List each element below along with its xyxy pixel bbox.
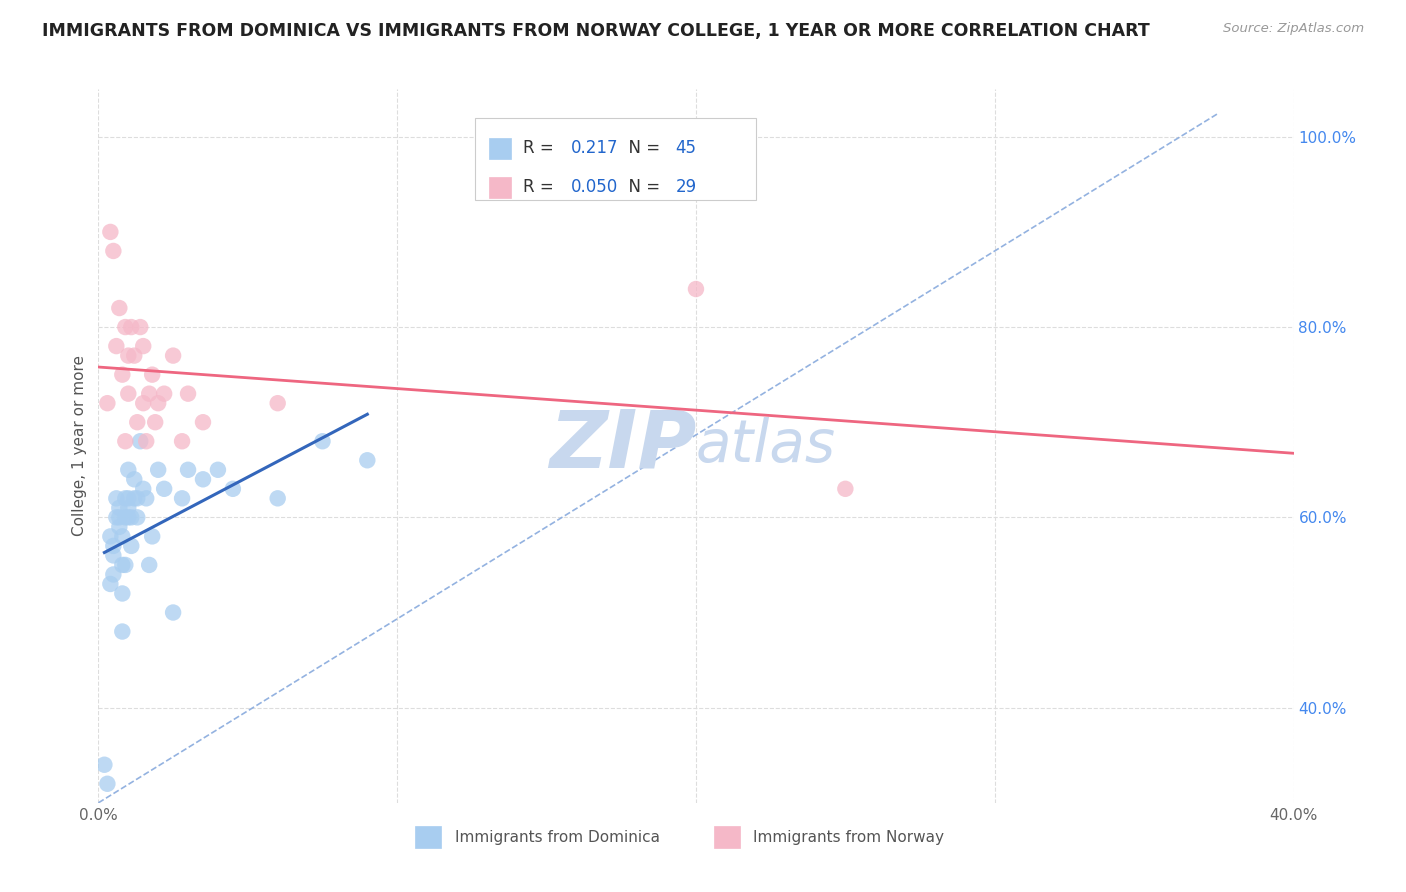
Point: [120, 510, 142, 524]
Text: R =: R =: [523, 178, 558, 196]
Point: [117, 500, 139, 515]
Text: Immigrants from Dominica: Immigrants from Dominica: [454, 830, 659, 845]
Point: [117, 386, 139, 401]
Point: [114, 320, 136, 334]
Point: [129, 434, 152, 449]
Point: [111, 558, 134, 572]
Point: [172, 491, 194, 506]
Point: [148, 396, 170, 410]
Point: [111, 368, 134, 382]
Point: [356, 453, 378, 467]
Point: [153, 482, 176, 496]
Point: [177, 463, 200, 477]
Point: [141, 368, 163, 382]
Point: [117, 463, 139, 477]
Bar: [489, 137, 510, 159]
Point: [172, 434, 194, 449]
Text: N =: N =: [619, 178, 665, 196]
Text: N =: N =: [619, 139, 665, 157]
Point: [127, 510, 149, 524]
Bar: [489, 177, 510, 198]
Point: [108, 510, 131, 524]
Point: [103, 244, 125, 258]
Point: [138, 386, 160, 401]
Point: [834, 482, 856, 496]
Point: [117, 349, 139, 363]
Point: [267, 491, 290, 506]
Point: [162, 606, 184, 620]
Point: [311, 434, 333, 449]
Point: [222, 482, 245, 496]
Point: [98, 577, 122, 591]
Point: [103, 567, 125, 582]
Text: Immigrants from Norway: Immigrants from Norway: [754, 830, 945, 845]
Point: [120, 539, 142, 553]
Point: [105, 491, 128, 506]
Point: [96, 396, 118, 410]
Point: [132, 339, 155, 353]
Text: Source: ZipAtlas.com: Source: ZipAtlas.com: [1223, 22, 1364, 36]
Point: [177, 386, 200, 401]
Point: [114, 434, 136, 449]
Point: [162, 349, 184, 363]
Point: [114, 491, 136, 506]
Point: [267, 396, 290, 410]
Point: [108, 520, 131, 534]
Point: [117, 491, 139, 506]
Point: [132, 482, 155, 496]
Point: [129, 320, 152, 334]
Text: atlas: atlas: [696, 417, 837, 475]
Point: [124, 349, 146, 363]
Bar: [415, 826, 441, 847]
Point: [105, 510, 128, 524]
Text: 45: 45: [676, 139, 696, 157]
Point: [114, 558, 136, 572]
Point: [127, 491, 149, 506]
Point: [143, 415, 166, 429]
Point: [105, 339, 128, 353]
Point: [153, 386, 176, 401]
Text: 0.217: 0.217: [571, 139, 619, 157]
Point: [98, 529, 122, 543]
Point: [103, 539, 125, 553]
Point: [124, 472, 146, 486]
Point: [124, 491, 146, 506]
Point: [138, 558, 160, 572]
Point: [120, 320, 142, 334]
Point: [191, 472, 214, 486]
Point: [108, 500, 131, 515]
Point: [141, 529, 163, 543]
Text: 0.050: 0.050: [571, 178, 617, 196]
Point: [135, 434, 157, 449]
Point: [114, 510, 136, 524]
Bar: [714, 826, 740, 847]
Point: [111, 529, 134, 543]
Text: 29: 29: [676, 178, 697, 196]
Y-axis label: College, 1 year or more: College, 1 year or more: [72, 356, 87, 536]
Text: R =: R =: [523, 139, 558, 157]
Point: [111, 624, 134, 639]
FancyBboxPatch shape: [475, 118, 756, 200]
Point: [103, 549, 125, 563]
Point: [93, 757, 115, 772]
Point: [96, 777, 118, 791]
Point: [98, 225, 122, 239]
Point: [191, 415, 214, 429]
Text: ZIP: ZIP: [548, 407, 696, 485]
Point: [117, 510, 139, 524]
Point: [148, 463, 170, 477]
Point: [132, 396, 155, 410]
Point: [127, 415, 149, 429]
Point: [111, 586, 134, 600]
Point: [685, 282, 707, 296]
Point: [108, 301, 131, 315]
Point: [207, 463, 229, 477]
Point: [135, 491, 157, 506]
Text: IMMIGRANTS FROM DOMINICA VS IMMIGRANTS FROM NORWAY COLLEGE, 1 YEAR OR MORE CORRE: IMMIGRANTS FROM DOMINICA VS IMMIGRANTS F…: [42, 22, 1150, 40]
